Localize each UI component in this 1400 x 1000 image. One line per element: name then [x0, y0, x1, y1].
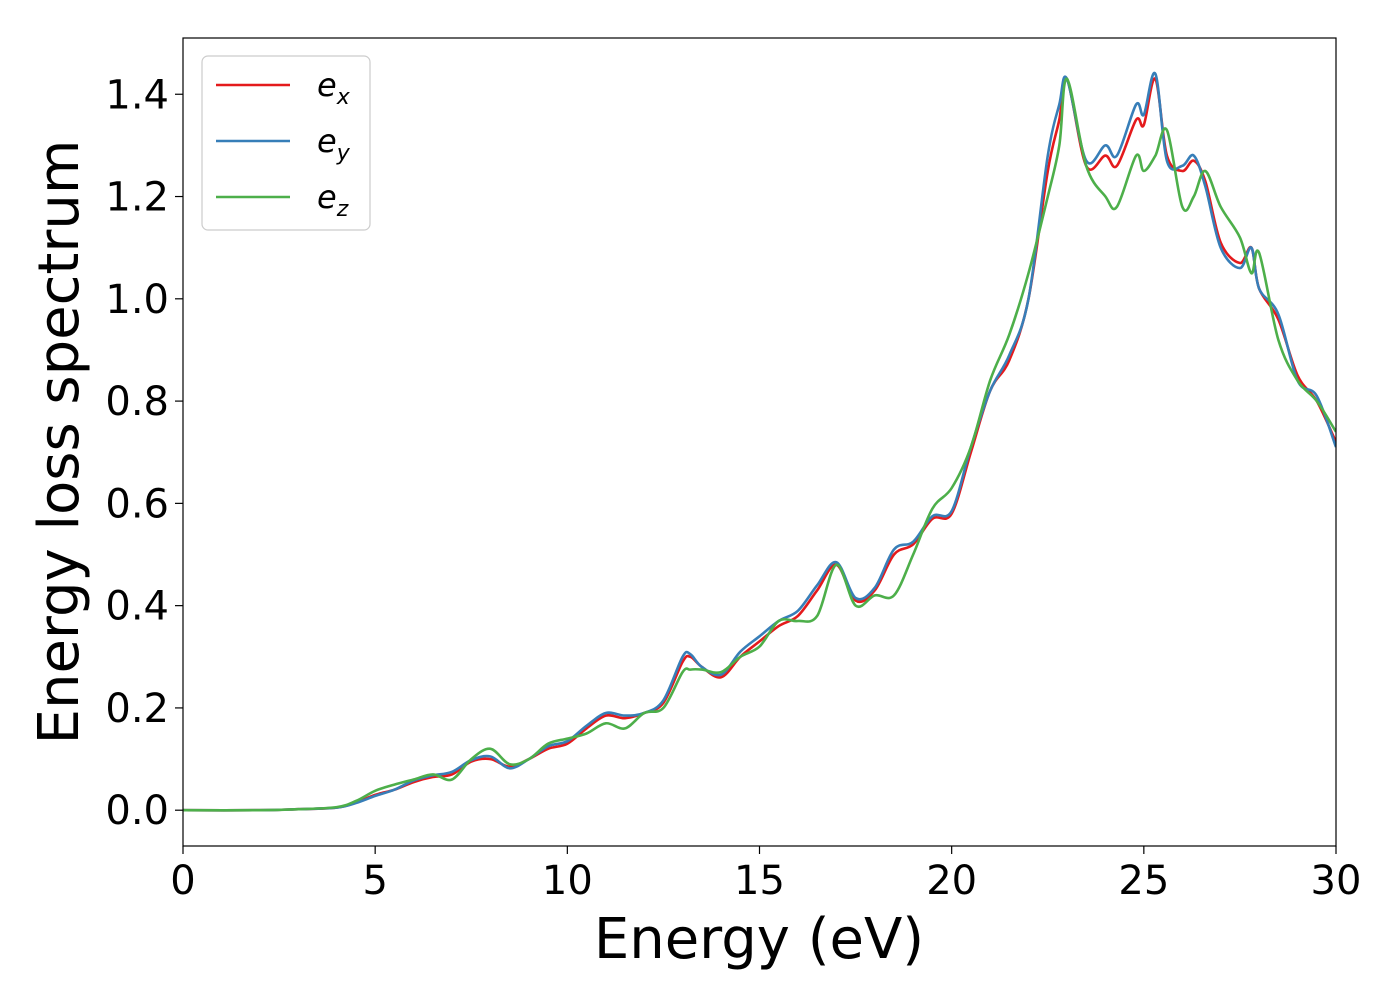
x-tick-label: 5: [362, 858, 387, 904]
y-tick-label: 0.2: [105, 686, 169, 732]
legend-box: [201, 55, 371, 231]
x-axis: 0 5 10 15 20 25 30: [170, 846, 1361, 904]
x-tick-label: 15: [734, 858, 785, 904]
y-axis-title: Energy loss spectrum: [27, 140, 92, 745]
y-tick-label: 0.0: [105, 788, 169, 834]
series-layer: [183, 71, 1336, 812]
y-tick-label: 0.4: [105, 584, 169, 630]
y-tick-label: 1.4: [105, 72, 169, 118]
x-axis-title: Energy (eV): [594, 907, 924, 972]
legend-label: ey: [317, 122, 351, 166]
y-tick-label: 0.8: [105, 379, 169, 425]
legend-label: ez: [317, 178, 349, 222]
y-tick-label: 1.2: [105, 175, 169, 221]
series-line-ez: [183, 77, 1336, 812]
legend-label: ex: [317, 66, 351, 110]
series-line-ey: [183, 71, 1336, 812]
x-tick-label: 0: [170, 858, 195, 904]
x-tick-label: 20: [926, 858, 977, 904]
x-tick-label: 10: [542, 858, 593, 904]
y-tick-label: 1.0: [105, 277, 169, 323]
y-axis: 0.0 0.2 0.4 0.6 0.8 1.0 1.2 1.4: [105, 72, 183, 834]
x-tick-label: 30: [1311, 858, 1362, 904]
series-line-ex: [183, 76, 1336, 812]
y-tick-label: 0.6: [105, 481, 169, 527]
legend: ex ey ez: [201, 55, 371, 231]
x-tick-label: 25: [1118, 858, 1169, 904]
